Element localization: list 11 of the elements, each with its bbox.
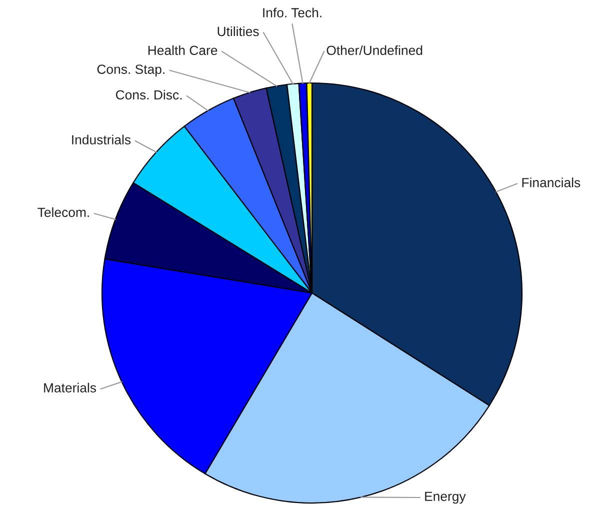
slice-label: Cons. Disc. [116,90,182,100]
slice-label: Other/Undefined [326,45,422,56]
slice-label: Utilities [218,26,259,36]
slice-label: Financials [522,178,580,188]
slice-label: Telecom. [38,207,89,218]
slice-label: Energy [425,492,466,504]
slice-label: Industrials [72,134,131,144]
slice-label: Health Care [148,45,218,56]
slice-label: Cons. Stap. [97,64,164,77]
slice-label: Info. Tech. [263,8,322,18]
slice-label: Materials [44,382,96,392]
